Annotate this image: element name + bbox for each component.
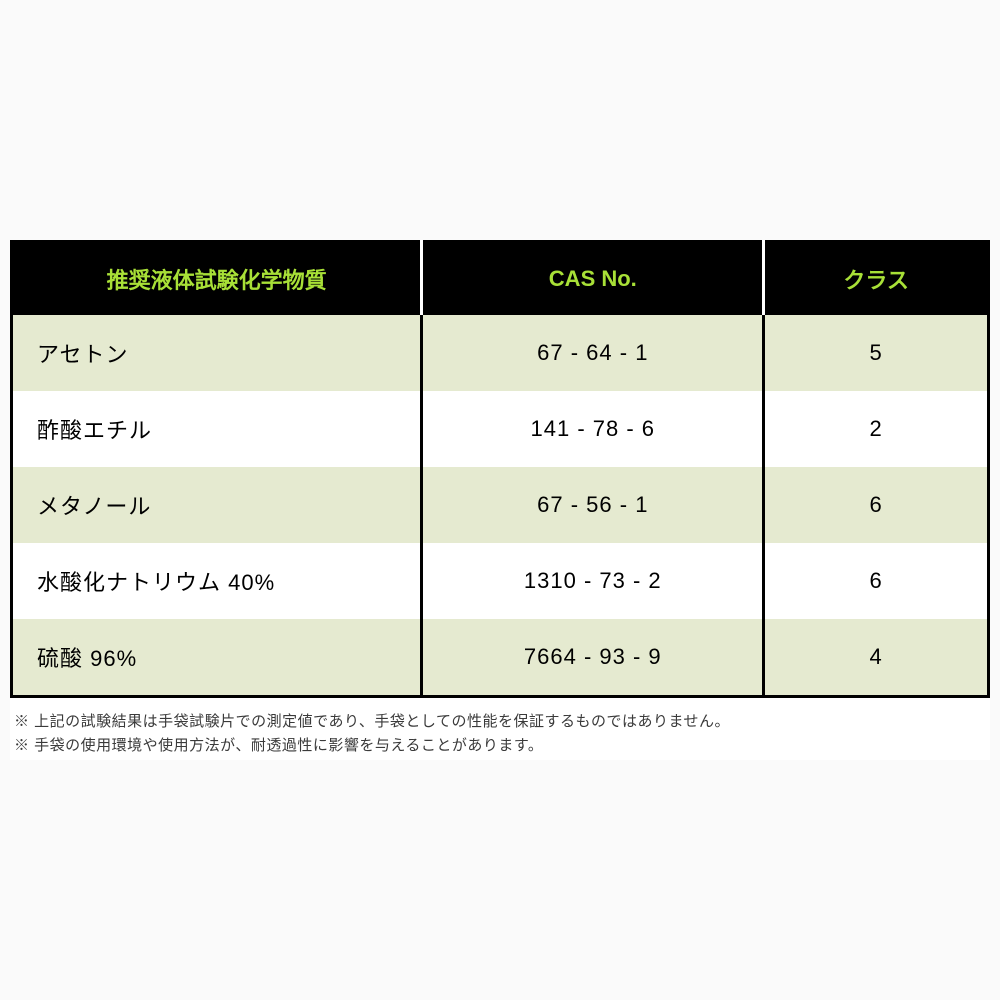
cell-substance: 水酸化ナトリウム 40% [12, 543, 422, 619]
cell-substance: メタノール [12, 467, 422, 543]
cell-cas: 67 - 64 - 1 [422, 315, 764, 391]
cell-substance: 酢酸エチル [12, 391, 422, 467]
cell-cas: 67 - 56 - 1 [422, 467, 764, 543]
col-header-cas: CAS No. [422, 242, 764, 316]
cell-class: 2 [764, 391, 989, 467]
table-card: 推奨液体試験化学物質 CAS No. クラス アセトン 67 - 64 - 1 … [10, 240, 990, 760]
cell-cas: 141 - 78 - 6 [422, 391, 764, 467]
col-header-substance: 推奨液体試験化学物質 [12, 242, 422, 316]
table-row: 酢酸エチル 141 - 78 - 6 2 [12, 391, 989, 467]
cell-class: 6 [764, 467, 989, 543]
footnotes: ※ 上記の試験結果は手袋試験片での測定値であり、手袋としての性能を保証するもので… [10, 708, 990, 760]
table-header-row: 推奨液体試験化学物質 CAS No. クラス [12, 242, 989, 316]
table-row: 硫酸 96% 7664 - 93 - 9 4 [12, 619, 989, 697]
col-header-class: クラス [764, 242, 989, 316]
table-row: アセトン 67 - 64 - 1 5 [12, 315, 989, 391]
footnote-line: ※ 手袋の使用環境や使用方法が、耐透過性に影響を与えることがあります。 [14, 734, 986, 758]
cell-class: 6 [764, 543, 989, 619]
chemical-table: 推奨液体試験化学物質 CAS No. クラス アセトン 67 - 64 - 1 … [10, 240, 990, 698]
cell-class: 5 [764, 315, 989, 391]
footnote-line: ※ 上記の試験結果は手袋試験片での測定値であり、手袋としての性能を保証するもので… [14, 710, 986, 734]
table-row: 水酸化ナトリウム 40% 1310 - 73 - 2 6 [12, 543, 989, 619]
table-row: メタノール 67 - 56 - 1 6 [12, 467, 989, 543]
cell-substance: 硫酸 96% [12, 619, 422, 697]
cell-cas: 1310 - 73 - 2 [422, 543, 764, 619]
cell-substance: アセトン [12, 315, 422, 391]
cell-class: 4 [764, 619, 989, 697]
cell-cas: 7664 - 93 - 9 [422, 619, 764, 697]
